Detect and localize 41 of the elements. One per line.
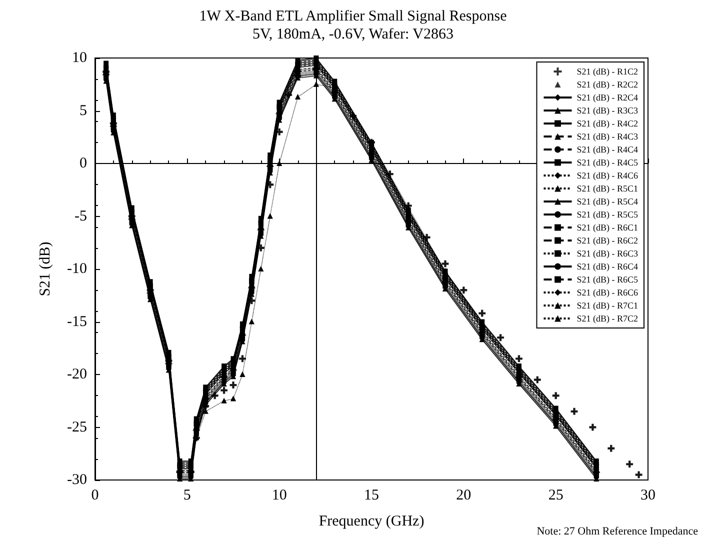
x-tick-label: 20 — [456, 488, 472, 504]
y-tick-label: 5 — [80, 102, 87, 119]
y-tick-label: -20 — [67, 366, 87, 382]
y-tick-label: -30 — [67, 472, 87, 488]
chart-title: 1W X-Band ETL Amplifier Small Signal Response — [199, 8, 508, 24]
legend-label: S21 (dB) - R4C2 — [576, 118, 638, 128]
x-tick-label: 25 — [548, 488, 564, 504]
x-tick-label: 5 — [183, 488, 191, 504]
legend-label: S21 (dB) - R4C4 — [576, 144, 638, 154]
y-tick-label: -10 — [67, 261, 87, 277]
legend-label: S21 (dB) - R2C2 — [576, 80, 638, 90]
legend-label: S21 (dB) - R6C3 — [576, 248, 638, 258]
legend-label: S21 (dB) - R5C1 — [576, 184, 638, 194]
x-tick-label: 30 — [640, 488, 656, 504]
y-tick-label: -25 — [67, 419, 87, 436]
y-tick-label: -15 — [67, 314, 87, 330]
legend-label: S21 (dB) - R1C2 — [576, 66, 638, 76]
legend-label: S21 (dB) - R6C2 — [576, 236, 638, 246]
legend-label: S21 (dB) - R7C2 — [576, 314, 638, 324]
y-tick-label: -5 — [74, 208, 87, 224]
legend-label: S21 (dB) - R4C6 — [576, 170, 638, 180]
x-tick-label: 15 — [364, 488, 379, 504]
y-tick-label: 0 — [80, 156, 87, 172]
legend-label: S21 (dB) - R6C5 — [576, 274, 638, 284]
legend-label: S21 (dB) - R4C3 — [576, 132, 638, 142]
x-axis-title: Frequency (GHz) — [318, 514, 424, 530]
y-tick-label: 10 — [72, 50, 87, 66]
chart-subtitle: 5V, 180mA, -0.6V, Wafer: V2863 — [252, 26, 454, 42]
legend-label: S21 (dB) - R2C4 — [576, 92, 638, 102]
legend-label: S21 (dB) - R6C6 — [576, 288, 638, 298]
legend-label: S21 (dB) - R4C5 — [576, 158, 638, 168]
x-tick-label: 10 — [272, 488, 287, 504]
x-tick-label: 0 — [91, 488, 99, 504]
legend-label: S21 (dB) - R6C1 — [576, 222, 638, 232]
legend-label: S21 (dB) - R5C4 — [576, 196, 638, 206]
text: Note: 27 Ohm Reference Impedance — [536, 526, 698, 538]
y-axis-title: S21 (dB) — [38, 242, 54, 296]
legend-label: S21 (dB) - R7C1 — [576, 300, 638, 310]
legend-label: S21 (dB) - R5C5 — [576, 210, 638, 220]
legend-label: S21 (dB) - R6C4 — [576, 262, 638, 272]
legend-label: S21 (dB) - R3C3 — [576, 106, 638, 116]
